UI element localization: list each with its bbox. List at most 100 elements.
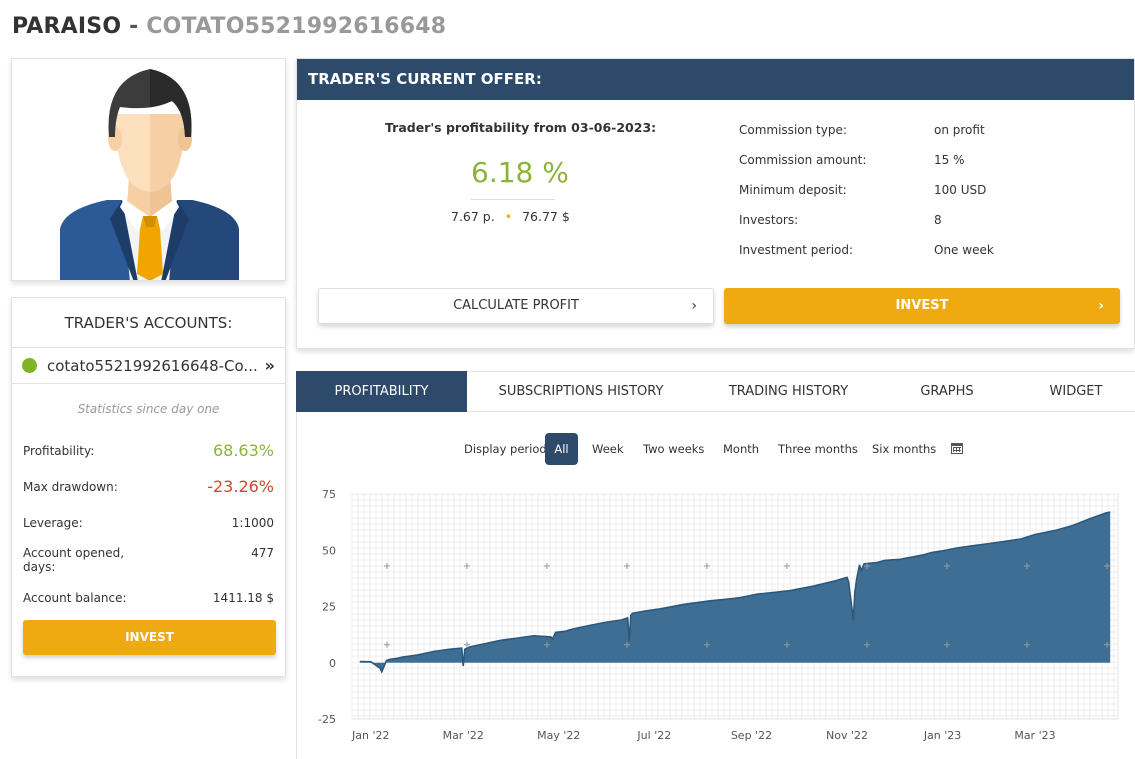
divider <box>471 199 555 200</box>
commission-type-value: on profit <box>934 123 985 137</box>
x-tick-label: Jul '22 <box>636 729 671 742</box>
commission-amount-label: Commission amount: <box>739 153 867 167</box>
stat-max-drawdown: Max drawdown: -23.26% <box>23 477 274 496</box>
stat-account-balance: Account balance: 1411.18 $ <box>23 591 274 605</box>
profitability-chart: -25 0 25 50 75 Jan '22 Mar '22 May '22 Jul '22 Se… <box>318 488 1119 742</box>
x-tick-label: Nov '22 <box>826 729 868 742</box>
stat-label: Leverage: <box>23 516 83 530</box>
current-offer-card: TRADER'S CURRENT OFFER: Trader's profita… <box>296 58 1135 349</box>
grid-marker <box>384 563 390 569</box>
grid-marker <box>944 641 950 648</box>
grid-marker <box>784 641 790 648</box>
minimum-deposit-value: 100 USD <box>934 183 987 197</box>
calculate-profit-button[interactable]: CALCULATE PROFIT › <box>318 288 714 324</box>
period-six-months-button[interactable]: Six months <box>872 442 937 456</box>
points-value: 7.67 p. <box>451 209 495 224</box>
stat-value: 1:1000 <box>231 516 274 530</box>
grid-marker <box>1024 641 1030 648</box>
stat-value: 68.63% <box>212 441 274 460</box>
tab-profitability[interactable]: PROFITABILITY <box>296 371 467 412</box>
grid-marker <box>1104 641 1110 648</box>
stat-account-opened: Account opened, days: 477 <box>23 546 274 574</box>
invest-button-small[interactable]: INVEST <box>23 620 276 655</box>
calculate-profit-label: CALCULATE PROFIT <box>453 298 579 313</box>
calendar-icon[interactable] <box>951 443 963 454</box>
stat-leverage: Leverage: 1:1000 <box>23 516 274 530</box>
stat-value: 1411.18 $ <box>212 591 274 605</box>
bullet-icon: • <box>504 209 513 224</box>
chevron-right-icon: › <box>1098 298 1104 314</box>
profit-line <box>359 511 1111 674</box>
panel-border <box>296 412 297 759</box>
grid-marker <box>864 563 870 569</box>
tab-graphs[interactable]: GRAPHS <box>920 384 974 399</box>
tab-subscriptions-history[interactable]: SUBSCRIPTIONS HISTORY <box>498 384 664 399</box>
y-tick-label: -25 <box>318 713 336 726</box>
offer-profitability-value: 6.18 % <box>471 156 569 189</box>
dollars-value: 76.77 $ <box>522 209 570 224</box>
minimum-deposit-label: Minimum deposit: <box>739 183 847 197</box>
y-tick-label: 50 <box>322 544 336 557</box>
grid-marker <box>464 563 470 569</box>
grid-marker <box>624 563 630 569</box>
grid-marker <box>624 641 630 648</box>
stat-value: 477 <box>251 546 274 560</box>
stat-profitability: Profitability: 68.63% <box>23 441 274 460</box>
tab-bar: PROFITABILITY SUBSCRIPTIONS HISTORY TRAD… <box>296 371 1135 412</box>
account-name: cotato5521992616648-Co... <box>47 356 258 375</box>
avatar <box>60 69 239 280</box>
stats-caption: Statistics since day one <box>77 402 220 416</box>
trader-accounts-card: TRADER'S ACCOUNTS: cotato5521992616648-C… <box>11 297 286 677</box>
x-tick-label: Mar '23 <box>1014 729 1055 742</box>
commission-amount-value: 15 % <box>934 153 965 167</box>
grid-marker <box>464 641 470 648</box>
grid-marker <box>864 641 870 648</box>
invest-button[interactable]: INVEST › <box>724 288 1120 324</box>
grid-marker <box>544 563 550 569</box>
stat-label: days: <box>23 560 56 574</box>
trader-name: PARAISO <box>12 14 122 39</box>
status-dot-icon <box>22 358 37 373</box>
stat-label: Account opened, <box>23 546 125 560</box>
stat-value: -23.26% <box>207 477 274 496</box>
offer-profitability-label: Trader's profitability from 03-06-2023: <box>385 120 657 135</box>
stat-label: Profitability: <box>23 444 95 458</box>
y-tick-label: 75 <box>322 488 336 501</box>
account-id: COTATO5521992616648 <box>146 14 447 39</box>
grid-marker <box>1024 563 1030 569</box>
profit-area <box>359 512 1111 672</box>
period-two-weeks-button[interactable]: Two weeks <box>643 442 705 456</box>
title-separator: - <box>129 14 139 39</box>
stat-label: Account balance: <box>23 591 127 605</box>
account-selector[interactable]: cotato5521992616648-Co... » <box>12 348 285 384</box>
y-tick-label: 0 <box>329 657 336 670</box>
x-tick-label: Jan '22 <box>351 729 389 742</box>
chevron-right-icon: › <box>691 298 697 314</box>
investors-value: 8 <box>934 213 942 227</box>
grid-marker <box>1104 563 1110 569</box>
period-month-button[interactable]: Month <box>723 442 760 456</box>
commission-type-label: Commission type: <box>739 123 847 137</box>
tab-widget[interactable]: WIDGET <box>1049 384 1103 399</box>
invest-label: INVEST <box>895 298 949 313</box>
investment-period-label: Investment period: <box>739 243 854 257</box>
grid-marker <box>704 641 710 648</box>
grid-marker <box>704 563 710 569</box>
accounts-title: TRADER'S ACCOUNTS: <box>12 298 285 348</box>
grid-marker <box>544 641 550 648</box>
y-tick-label: 25 <box>322 601 336 614</box>
grid-marker <box>944 563 950 569</box>
x-tick-label: Sep '22 <box>731 729 772 742</box>
page-title: PARAISO - COTATO5521992616648 <box>12 14 446 39</box>
period-week-button[interactable]: Week <box>592 442 624 456</box>
tab-trading-history[interactable]: TRADING HISTORY <box>728 384 849 399</box>
stat-label: Max drawdown: <box>23 480 118 494</box>
period-three-months-button[interactable]: Three months <box>778 442 858 456</box>
x-tick-label: May '22 <box>537 729 580 742</box>
grid-marker <box>384 641 390 648</box>
offer-title: TRADER'S CURRENT OFFER: <box>297 59 1134 100</box>
grid-marker <box>784 563 790 569</box>
period-all-button[interactable]: All <box>545 433 578 465</box>
double-chevron-right-icon[interactable]: » <box>264 356 275 375</box>
x-tick-label: Jan '23 <box>923 729 961 742</box>
